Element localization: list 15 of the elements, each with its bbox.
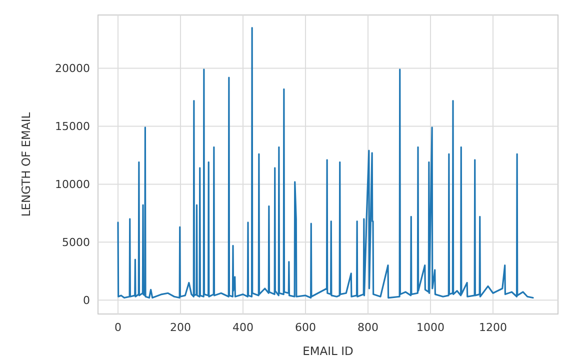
x-tick-label: 0: [114, 321, 122, 334]
x-tick-label: 200: [170, 321, 191, 334]
x-tick-label: 800: [358, 321, 378, 334]
x-tick-label: 1200: [479, 321, 507, 334]
y-tick-label: 10000: [55, 178, 90, 192]
y-tick-label: 15000: [55, 120, 90, 134]
x-axis-title: EMAIL ID: [302, 344, 354, 358]
y-tick-label: 20000: [55, 62, 90, 76]
x-tick-label: 1000: [416, 321, 444, 334]
y-tick-label: 5000: [62, 236, 90, 249]
x-tick-label: 600: [295, 321, 316, 334]
line-series: [117, 26, 534, 299]
x-tick-label: 400: [232, 321, 254, 334]
y-axis-title: LENGTH OF EMAIL: [19, 112, 33, 217]
y-tick-label: 0: [83, 294, 90, 307]
